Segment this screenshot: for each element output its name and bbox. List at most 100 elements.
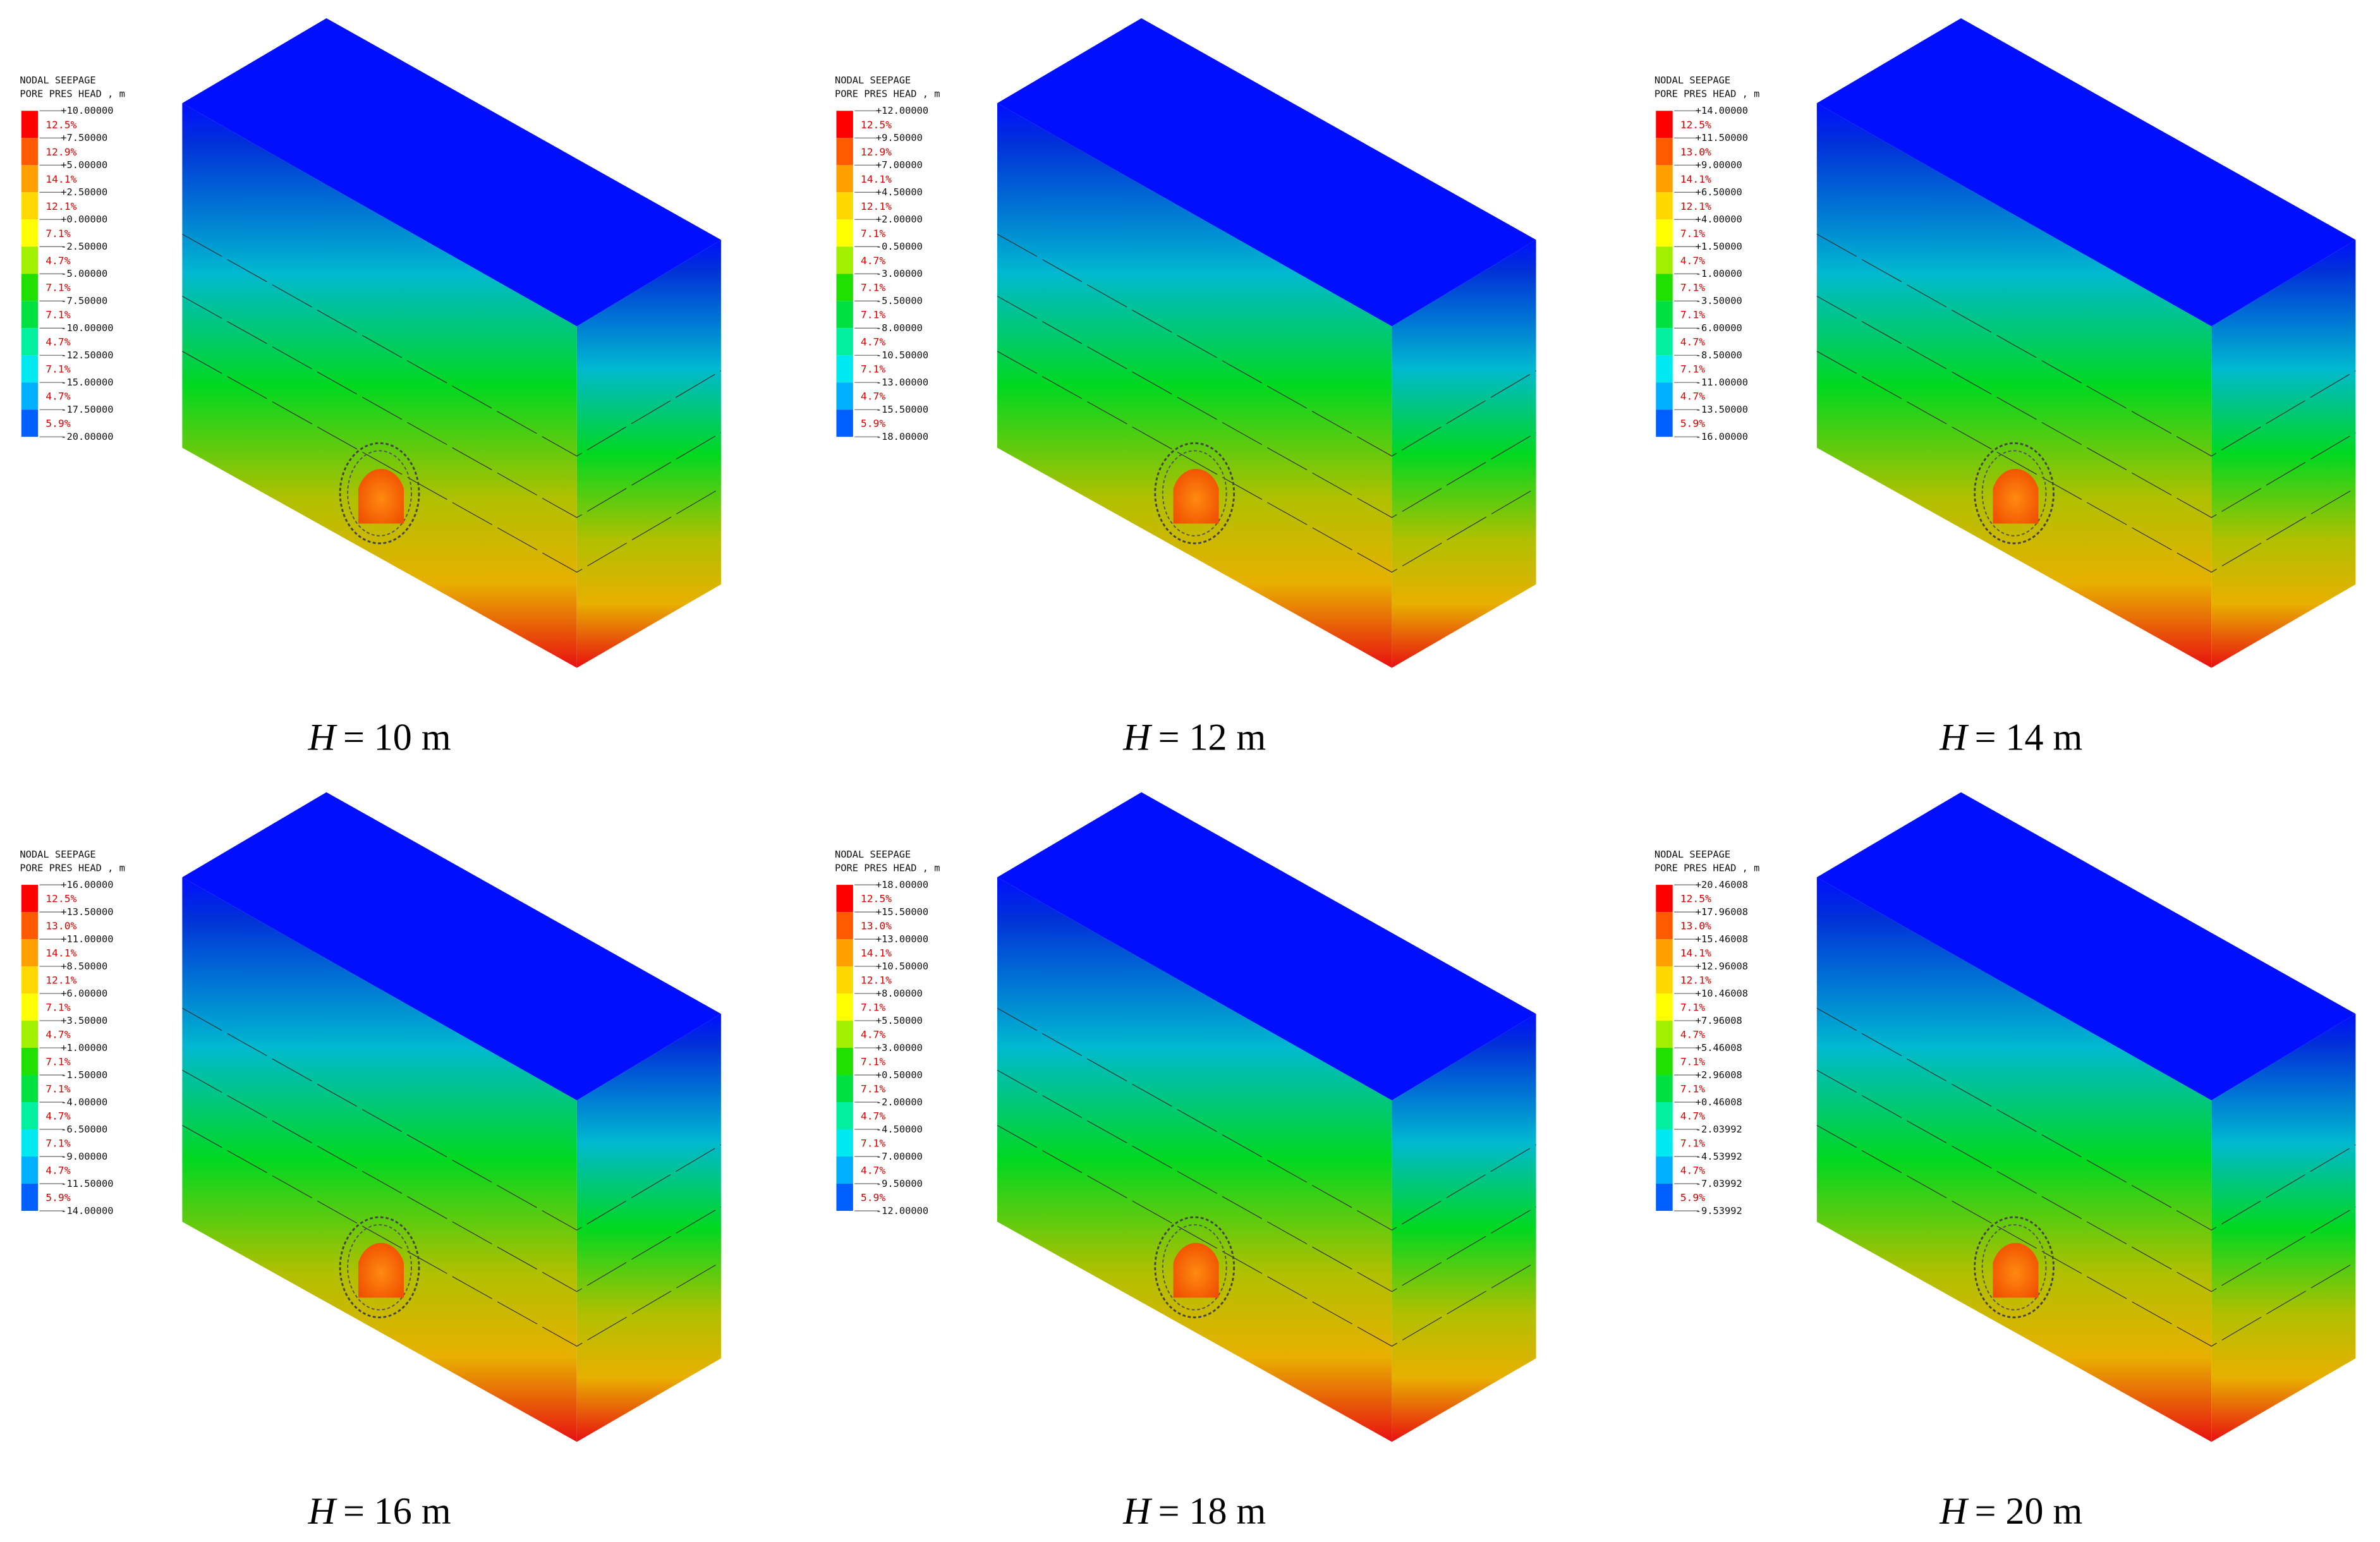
layer-line — [997, 1069, 1536, 1292]
legend-level: +9.50000 — [876, 132, 923, 143]
legend-level: -1.00000 — [1696, 268, 1742, 279]
layer-line — [997, 351, 1536, 573]
legend-swatch — [1656, 1021, 1673, 1048]
legend-swatch — [836, 1129, 853, 1156]
panel: NODAL SEEPAGE PORE PRES HEAD , m +10.00000… — [20, 18, 722, 758]
layer-line — [182, 233, 722, 457]
tunnel-ring — [1162, 1224, 1227, 1311]
legend-percentage: 7.1% — [861, 363, 885, 375]
legend-title: NODAL SEEPAGE — [835, 75, 911, 86]
legend-level: -9.00000 — [61, 1151, 107, 1162]
legend-swatch — [1656, 328, 1673, 356]
caption-text: = 20 m — [1975, 1490, 2083, 1532]
legend-percentage: 12.5% — [861, 119, 892, 131]
caption: H = 18 m — [1122, 1490, 1266, 1532]
legend-level: -9.53992 — [1696, 1205, 1742, 1217]
legend-percentage: 7.1% — [861, 1056, 885, 1068]
legend-swatch — [21, 1156, 39, 1184]
legend-title: PORE PRES HEAD , m — [20, 88, 124, 100]
top-face — [1816, 18, 2356, 327]
legend-swatch — [21, 885, 39, 913]
legend-percentage: 12.1% — [1680, 200, 1711, 212]
panel: NODAL SEEPAGE PORE PRES HEAD , m +12.00000… — [835, 18, 1536, 758]
caption-variable: H — [1122, 1490, 1153, 1532]
front-face — [997, 877, 1392, 1442]
legend-swatch — [836, 1021, 853, 1048]
legend-swatch — [21, 993, 39, 1021]
caption-variable: H — [1939, 1490, 1969, 1532]
legend-swatch — [836, 966, 853, 994]
tunnel-ring — [1981, 450, 2047, 537]
legend-swatch — [21, 1129, 39, 1156]
model-block — [997, 792, 1536, 1442]
legend-percentage: 7.1% — [46, 1138, 70, 1150]
side-face — [1392, 240, 1536, 668]
legend-level: +2.96008 — [1696, 1069, 1742, 1081]
legend-level: -6.00000 — [1696, 322, 1742, 334]
tunnel-ring — [1154, 442, 1236, 545]
legend-percentage: 12.5% — [1680, 893, 1711, 905]
legend-level: -17.50000 — [61, 404, 113, 415]
legend-level: +15.50000 — [876, 906, 928, 918]
legend-level: -7.03992 — [1696, 1178, 1742, 1189]
legend-swatch — [836, 355, 853, 383]
legend-swatch — [21, 912, 39, 940]
legend-swatch — [21, 138, 39, 166]
legend-percentage: 13.0% — [861, 920, 892, 932]
legend-percentage: 7.1% — [46, 1002, 70, 1014]
legend-swatch — [1656, 219, 1673, 247]
legend-swatch — [836, 382, 853, 410]
legend-level: -18.00000 — [876, 431, 928, 442]
legend-percentage: 5.9% — [1680, 1191, 1705, 1203]
legend-level: +10.00000 — [61, 105, 113, 116]
legend-title: PORE PRES HEAD , m — [1654, 863, 1759, 874]
layer-line — [997, 1007, 1536, 1231]
legend-swatch — [836, 1183, 853, 1211]
legend-level: +10.46008 — [1696, 988, 1748, 999]
caption: H = 20 m — [1939, 1490, 2082, 1532]
legend-level: +18.00000 — [876, 879, 928, 890]
tunnel-ring — [1154, 1216, 1236, 1319]
legend-percentage: 12.9% — [861, 146, 892, 158]
legend-percentage: 7.1% — [1680, 1056, 1705, 1068]
legend-swatch — [21, 1048, 39, 1076]
layer-line — [997, 296, 1536, 518]
tunnel-ring — [347, 1224, 412, 1311]
legend-percentage: 7.1% — [46, 309, 70, 321]
legend-level: +7.00000 — [876, 159, 923, 171]
legend-level: +2.00000 — [876, 214, 923, 225]
legend-percentage: 12.1% — [46, 974, 76, 987]
legend-percentage: 5.9% — [861, 418, 885, 430]
model-block — [1816, 792, 2356, 1442]
legend-level: +6.00000 — [61, 988, 107, 999]
caption: H = 16 m — [308, 1490, 451, 1532]
legend-swatch — [21, 1075, 39, 1103]
legend-percentage: 4.7% — [861, 1110, 885, 1122]
legend-percentage: 4.7% — [1680, 255, 1705, 267]
legend-swatch — [1656, 1183, 1673, 1211]
legend-swatch — [1656, 1102, 1673, 1130]
legend-swatch — [21, 382, 39, 410]
legend-percentage: 5.9% — [861, 1191, 885, 1203]
legend-level: -4.50000 — [876, 1124, 923, 1135]
legend-swatch — [1656, 382, 1673, 410]
legend-swatch — [1656, 966, 1673, 994]
legend-level: +11.50000 — [1696, 132, 1748, 143]
legend-percentage: 12.5% — [46, 893, 76, 905]
legend-percentage: 4.7% — [861, 336, 885, 348]
legend-swatch — [1656, 138, 1673, 166]
legend-level: -10.50000 — [876, 349, 928, 361]
legend: NODAL SEEPAGE PORE PRES HEAD , m +20.46008… — [1654, 849, 1759, 1217]
legend-title: PORE PRES HEAD , m — [835, 863, 940, 874]
legend-level: +4.00000 — [1696, 214, 1742, 225]
legend-swatch — [21, 328, 39, 356]
layer-line — [182, 1125, 722, 1347]
legend-level: +6.50000 — [1696, 186, 1742, 198]
caption-variable: H — [1939, 716, 1969, 758]
layer-line — [1816, 1069, 2356, 1292]
legend-percentage: 7.1% — [1680, 1002, 1705, 1014]
layer-line — [1816, 296, 2356, 518]
legend-percentage: 7.1% — [861, 1083, 885, 1095]
legend-level: +13.00000 — [876, 933, 928, 945]
legend-percentage: 4.7% — [1680, 391, 1705, 403]
